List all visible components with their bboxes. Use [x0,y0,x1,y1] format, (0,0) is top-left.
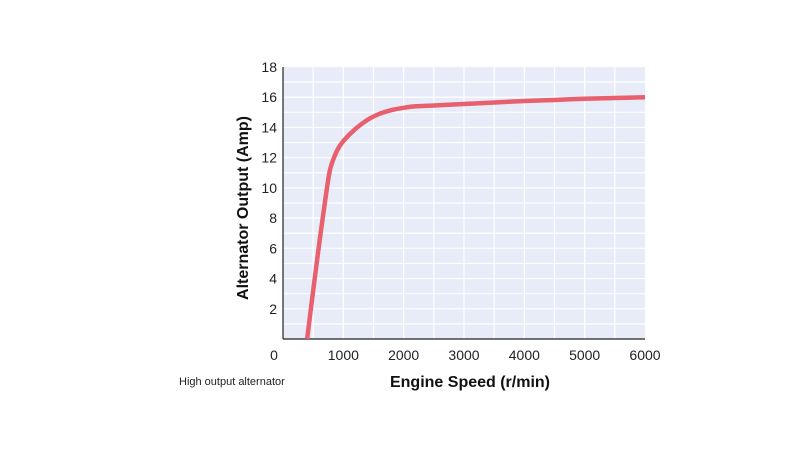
y-tick-label: 4 [269,271,277,287]
y-axis-title: Alternator Output (Amp) [235,116,252,300]
y-tick-label: 6 [269,240,277,256]
y-tick-label: 8 [269,210,277,226]
y-tick-label: 16 [261,89,277,105]
x-axis-title: Engine Speed (r/min) [390,374,550,391]
y-tick-label: 2 [269,301,277,317]
grid-lines [283,67,645,339]
x-tick-label: 4000 [509,347,540,363]
axes [282,67,645,340]
series-layer [304,94,646,340]
y-tick-label: 18 [261,59,277,75]
x-tick-label: 6000 [629,347,660,363]
x-tick-label: 3000 [448,347,479,363]
tick-labels: 1000 2000 3000 4000 5000 6000 2 4 6 8 10 12 14 16 18 0 [261,59,660,363]
y-tick-label: 14 [261,119,277,135]
y-tick-label: 12 [261,150,277,166]
alternator-output-curve [304,94,646,340]
x-tick-label: 5000 [569,347,600,363]
chart-caption: High output alternator [179,376,285,388]
y-tick-label: 10 [261,180,277,196]
x-tick-label: 2000 [388,347,419,363]
origin-tick-label: 0 [270,347,278,363]
x-tick-label: 1000 [328,347,359,363]
